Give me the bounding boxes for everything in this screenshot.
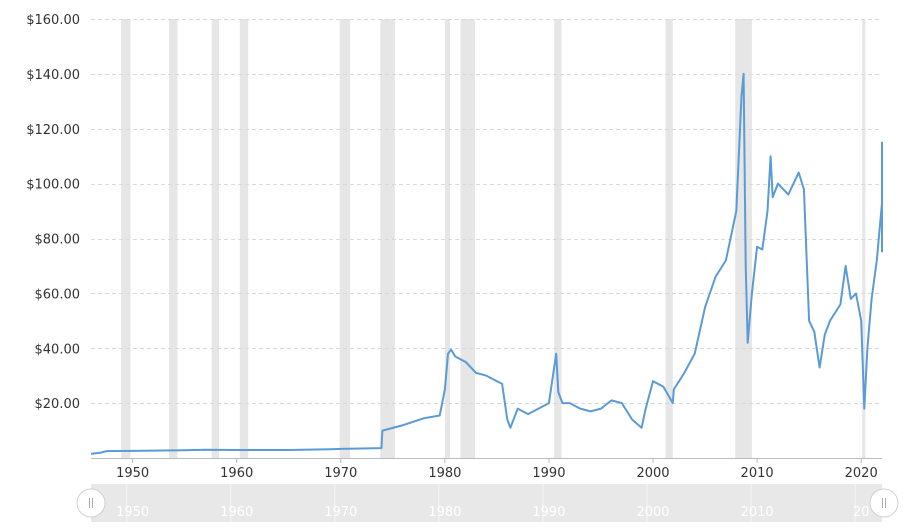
y-tick-label: $80.00 [35,233,81,248]
y-tick-label: $120.00 [26,123,80,138]
y-axis: $20.00 $40.00 $60.00 $80.00 $100.00 $120.00 $1… [26,13,80,412]
navigator-left-handle[interactable] [76,488,106,518]
series-line-0 [90,72,883,455]
recession-band-9 [665,19,673,458]
navigator-tick-label: 20 [853,505,870,520]
x-tick-label: 1970 [324,466,357,481]
navigator-tick-label: 1960 [220,505,253,520]
x-tick-label: 1950 [116,466,149,481]
recession-band-8 [554,19,562,458]
x-tick-label: 1990 [532,466,565,481]
navigator-ticks: 1950 1960 1970 1980 1990 2000 2010 20 [116,484,869,522]
recession-band-1 [169,19,178,458]
y-tick-label: $100.00 [26,178,80,193]
navigator-tick-label: 2000 [636,505,669,520]
gridlines [91,19,882,404]
recession-band-6 [444,19,451,458]
navigator-tick-label: 1970 [324,505,357,520]
navigator-right-handle[interactable] [869,488,899,518]
navigator-tick-label: 1980 [428,505,461,520]
recession-band-0 [121,19,131,458]
recession-band-2 [211,19,220,458]
x-tick-label: 1980 [428,466,461,481]
x-tick-label: 2000 [636,466,669,481]
price-series [90,72,883,455]
x-tick-label: 2020 [845,466,878,481]
recession-band-7 [460,19,476,458]
x-tick-label: 2010 [741,466,774,481]
navigator: 1950 1960 1970 1980 1990 2000 2010 20 [76,484,899,522]
recession-bands [121,19,866,458]
navigator-tick-label: 1990 [532,505,565,520]
y-tick-label: $20.00 [35,397,81,412]
y-tick-label: $140.00 [26,68,80,83]
x-tick-label: 1960 [220,466,253,481]
y-tick-label: $60.00 [35,287,81,302]
y-tick-label: $40.00 [35,342,81,357]
recession-band-5 [380,19,395,458]
recession-band-4 [339,19,351,458]
navigator-track [91,484,882,522]
navigator-tick-label: 2010 [741,505,774,520]
recession-band-11 [862,19,866,458]
y-tick-label: $160.00 [26,13,80,28]
recession-band-3 [239,19,249,458]
navigator-tick-label: 1950 [116,505,149,520]
x-axis: 1950 1960 1970 1980 1990 2000 2010 2020 [116,458,878,481]
